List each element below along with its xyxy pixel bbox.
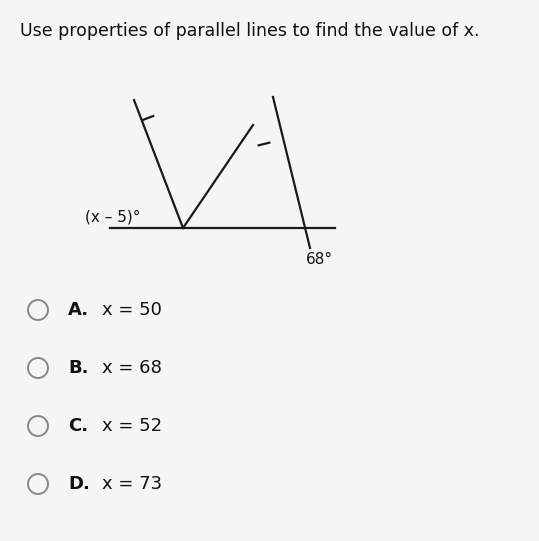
Text: x = 73: x = 73 xyxy=(102,475,162,493)
Text: Use properties of parallel lines to find the value of x.: Use properties of parallel lines to find… xyxy=(20,22,480,40)
Text: A.: A. xyxy=(68,301,89,319)
Text: x = 50: x = 50 xyxy=(102,301,162,319)
Text: x = 68: x = 68 xyxy=(102,359,162,377)
Text: (x – 5)°: (x – 5)° xyxy=(85,209,141,224)
Text: D.: D. xyxy=(68,475,90,493)
Text: x = 52: x = 52 xyxy=(102,417,162,435)
Text: B.: B. xyxy=(68,359,88,377)
Text: C.: C. xyxy=(68,417,88,435)
Text: 68°: 68° xyxy=(306,252,333,267)
